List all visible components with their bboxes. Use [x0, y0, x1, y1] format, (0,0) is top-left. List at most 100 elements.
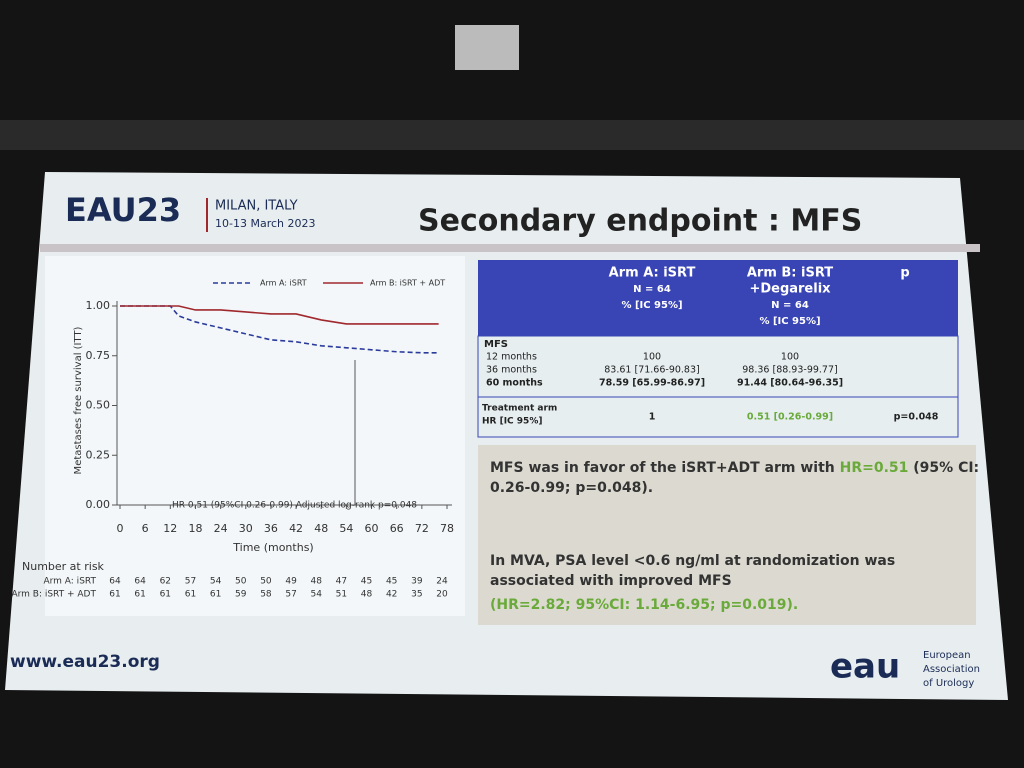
table-cell: 12 months: [486, 352, 537, 363]
x-tick-label: 54: [339, 522, 353, 535]
text-span: (95% CI:: [908, 460, 979, 476]
text-highlight: HR=0.51: [840, 460, 909, 476]
x-tick-label: 66: [390, 522, 404, 535]
x-tick-label: 48: [314, 522, 328, 535]
x-tick-label: 72: [415, 522, 429, 535]
risk-value: 62: [160, 577, 171, 587]
km-chart: 0.00 0.25 0.50 0.75 1.00 0 6 12 18 24 30 36 42 48 54 60…: [11, 279, 454, 600]
table-cell: p=0.048: [894, 412, 939, 423]
legend-label: Arm A: iSRT: [260, 279, 307, 288]
risk-row-name: Arm B: iSRT + ADT: [11, 590, 96, 600]
risk-value: 48: [311, 577, 323, 587]
risk-value: 61: [134, 590, 145, 600]
table-section: MFS: [484, 339, 508, 350]
risk-value: 48: [361, 590, 373, 600]
risk-value: 50: [235, 577, 247, 587]
table-cell: 78.59 [65.99-86.97]: [599, 378, 705, 389]
table-cell: 1: [649, 412, 656, 423]
x-tick-label: 12: [163, 522, 177, 535]
risk-value: 50: [260, 577, 272, 587]
table-header: [478, 260, 958, 336]
table-cell: 60 months: [486, 378, 543, 389]
x-axis-label: Time (months): [232, 541, 313, 554]
risk-value: 64: [109, 577, 121, 587]
x-tick-label: 30: [239, 522, 253, 535]
city: MILAN, ITALY: [215, 199, 298, 214]
risk-row-name: Arm A: iSRT: [43, 577, 96, 587]
risk-value: 59: [235, 590, 247, 600]
table-cell: Treatment arm: [482, 404, 557, 414]
risk-value: 24: [436, 577, 448, 587]
risk-value: 35: [411, 590, 422, 600]
dates: 10-13 March 2023: [215, 217, 315, 230]
table-header-cell: % [IC 95%]: [621, 300, 682, 311]
risk-title: Number at risk: [22, 560, 105, 573]
survival-line: [120, 305, 439, 354]
y-tick-label: 0.00: [86, 498, 111, 511]
table-header-cell: N = 64: [771, 300, 809, 311]
survival-line: [120, 305, 439, 325]
table-cell: 0.51 [0.26-0.99]: [747, 412, 833, 423]
table: Arm A: iSRT N = 64 % [IC 95%] Arm B: iSRT+D…: [482, 266, 939, 427]
text: MFS was in favor of the iSRT+ADT arm wit…: [490, 460, 979, 476]
text-span: MFS was in favor of the iSRT+ADT arm wit…: [490, 460, 840, 476]
x-tick-label: 36: [264, 522, 278, 535]
table-cell: 83.61 [71.66-90.83]: [604, 365, 699, 376]
table-cell: 36 months: [486, 365, 537, 376]
risk-value: 61: [109, 590, 120, 600]
risk-value: 61: [210, 590, 221, 600]
x-tick-label: 78: [440, 522, 454, 535]
org: European: [923, 650, 971, 661]
text: 0.26-0.99; p=0.048).: [490, 480, 653, 496]
x-tick-label: 24: [214, 522, 228, 535]
risk-value: 57: [285, 590, 296, 600]
risk-value: 64: [134, 577, 146, 587]
table-header-cell: Arm A: iSRT: [609, 266, 696, 281]
text: associated with improved MFS: [490, 573, 732, 589]
table-header-cell: +Degarelix: [749, 282, 831, 297]
legend-label: Arm B: iSRT + ADT: [370, 279, 445, 288]
x-tick-label: 0: [117, 522, 124, 535]
risk-value: 54: [210, 577, 222, 587]
projector: [455, 25, 519, 70]
x-tick-label: 42: [289, 522, 303, 535]
risk-value: 57: [185, 577, 196, 587]
table-cell: 98.36 [88.93-99.77]: [742, 365, 837, 376]
x-tick-label: 18: [188, 522, 202, 535]
risk-value: 45: [361, 577, 372, 587]
url: www.eau23.org: [10, 652, 160, 672]
y-axis-label: Metastases free survival (ITT): [73, 326, 84, 474]
org: Association: [923, 664, 980, 675]
slide-title: Secondary endpoint : MFS: [418, 204, 862, 239]
text-box: [478, 445, 976, 625]
y-tick-label: 0.25: [86, 448, 111, 461]
text: In MVA, PSA level <0.6 ng/ml at randomiz…: [490, 553, 895, 569]
table-body: [477, 335, 959, 438]
table-cell: 100: [781, 352, 799, 363]
risk-value: 54: [311, 590, 323, 600]
header-bar: [40, 244, 980, 252]
table-cell: 91.44 [80.64-96.35]: [737, 378, 843, 389]
risk-value: 39: [411, 577, 423, 587]
risk-value: 49: [285, 577, 297, 587]
footer-logo: eau: [830, 647, 900, 687]
risk-value: 61: [160, 590, 171, 600]
x-tick-label: 60: [365, 522, 379, 535]
x-tick-label: 6: [142, 522, 149, 535]
risk-value: 42: [386, 590, 397, 600]
risk-value: 61: [185, 590, 196, 600]
logo: EAU23: [65, 191, 181, 229]
annotation: HR 0.51 (95%CI 0.26-0.99) Adjusted log-r…: [172, 501, 417, 511]
y-tick-label: 0.50: [86, 399, 111, 412]
risk-value: 45: [386, 577, 397, 587]
table-header-cell: % [IC 95%]: [759, 316, 820, 327]
table-header-cell: p: [900, 266, 909, 281]
risk-value: 47: [336, 577, 347, 587]
y-tick-label: 1.00: [86, 299, 111, 312]
risk-value: 58: [260, 590, 272, 600]
org: of Urology: [923, 678, 974, 689]
text-highlight: (HR=2.82; 95%CI: 1.14-6.95; p=0.019).: [490, 597, 798, 613]
chart-panel: [45, 256, 465, 616]
y-tick-label: 0.75: [86, 349, 111, 362]
